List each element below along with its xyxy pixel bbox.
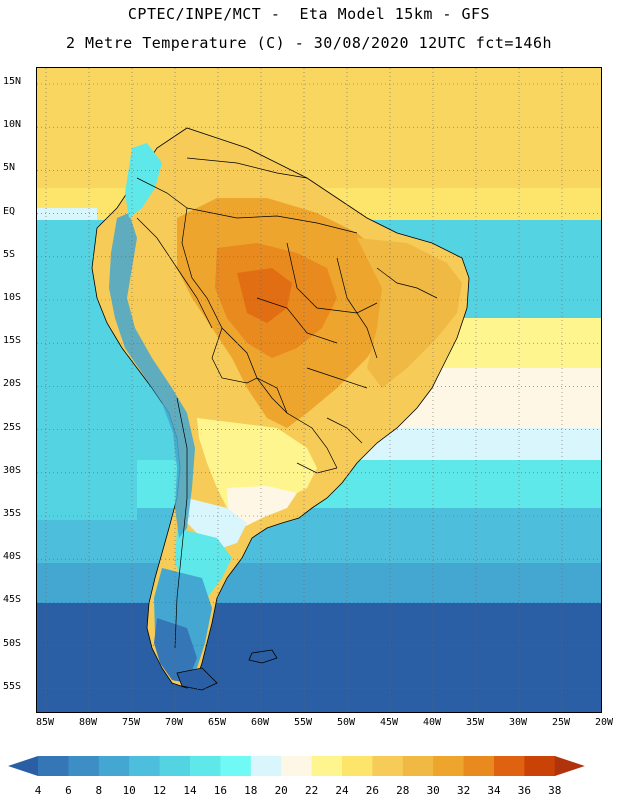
temperature-map [36,67,602,713]
colorbar-label: 22 [304,784,319,797]
colorbar-label: 6 [65,784,72,797]
lat-label: 30S [3,464,22,476]
lat-label: 10S [3,292,22,303]
tierra-del-fuego [176,667,218,691]
lon-label: 25W [551,717,571,728]
lon-label: 85W [35,717,55,728]
lon-label: 50W [336,717,356,728]
lon-label: 75W [121,717,141,728]
colorbar-label: 18 [244,784,258,797]
lon-label: 55W [293,717,313,728]
lat-label: 10N [3,119,22,131]
colorbar-swatch [402,756,434,776]
andes-cold-strip [109,213,195,538]
colorbar-swatch [463,756,495,776]
colorbar-swatch [524,756,556,776]
colorbar-label: 30 [426,784,440,797]
colorbar-label: 24 [335,784,349,797]
colorbar [8,756,585,776]
ocean-band-blue2 [37,603,601,712]
colorbar-swatch [250,756,282,776]
lon-label: 60W [250,717,270,728]
southern-cone-pale [197,418,317,513]
border-brazil-states-4 [256,297,338,344]
colorbar-swatch [68,756,100,776]
border-bolivia [211,327,258,384]
lon-label: 30W [508,717,528,728]
colorbar-swatch [342,756,373,776]
lat-label: 5S [3,248,16,260]
colorbar-arrow-right [554,756,585,776]
border-brazil-states-3 [376,267,438,299]
lat-label: 15S [3,335,22,347]
colorbar-swatch [311,756,343,776]
colorbar-swatch [159,756,191,776]
border-brazil-states-5 [306,367,368,389]
colorbar-swatch [281,756,313,776]
colorbar-swatch [129,756,161,776]
lat-label: 15N [3,76,22,87]
colorbar-label: 16 [213,784,228,797]
border-venezuela [186,157,308,179]
interior-core [237,268,292,323]
ocean-band-blue1 [37,563,601,608]
colorbar-swatch [433,756,465,776]
border-brazil-states-2 [336,257,378,359]
colorbar-swatch [372,756,404,776]
lon-label: 80W [78,717,98,728]
lat-label: 25S [3,421,22,433]
border-brazil-states-1 [286,242,378,314]
falkland-islands [248,649,278,664]
title-line-2: 2 Metre Temperature (C) - 30/08/2020 12U… [65,34,553,52]
southern-cone-cream [227,486,297,528]
colorbar-arrow-left [8,756,38,776]
lat-label: 50S [3,637,22,649]
colorbar-label: 4 [34,784,42,797]
lat-label: 55S [3,680,22,692]
lon-label: 70W [164,717,184,728]
colorbar-label: 38 [548,784,562,797]
lat-label: EQ [3,205,16,217]
colorbar-label: 28 [396,784,410,797]
colorbar-swatch [38,756,69,776]
lat-label: 5N [3,162,16,174]
colorbar-label: 10 [122,784,136,797]
title-line-1: CPTEC/INPE/MCT - Eta Model 15km - GFS [127,5,491,23]
colorbar-label: 12 [152,784,167,797]
border-chile-argentina [174,397,188,649]
colorbar-label: 36 [517,784,532,797]
lon-label: 40W [422,717,442,728]
lat-label: 45S [3,594,22,606]
colorbar-label: 8 [95,784,103,797]
ocean-pacific-pale [37,208,97,220]
colorbar-swatch [220,756,252,776]
colorbar-swatch [190,756,221,776]
northeast-orange [357,238,462,388]
lon-label: 20W [594,717,614,728]
andes-north-cyan [125,143,162,218]
colorbar-swatch [494,756,525,776]
lon-label: 65W [207,717,227,728]
lat-label: 20S [3,378,22,390]
border-brazil-north [186,207,358,234]
lat-label: 40S [3,551,22,563]
country-borders [136,157,438,649]
lat-label: 35S [3,508,22,519]
border-paraguay [256,377,288,414]
border-brazil-west [181,207,258,379]
colorbar-label: 14 [183,784,197,797]
colorbar-label: 32 [456,784,471,797]
border-peru [136,217,213,329]
colorbar-label: 20 [274,784,288,797]
patagonia-dark [154,618,197,683]
border-colombia [136,177,188,209]
colorbar-swatch [98,756,130,776]
colorbar-label: 34 [487,784,501,797]
lon-label: 45W [379,717,399,728]
colorbar-label: 26 [365,784,380,797]
ocean-north-yellow [37,68,601,188]
lon-label: 35W [465,717,485,728]
